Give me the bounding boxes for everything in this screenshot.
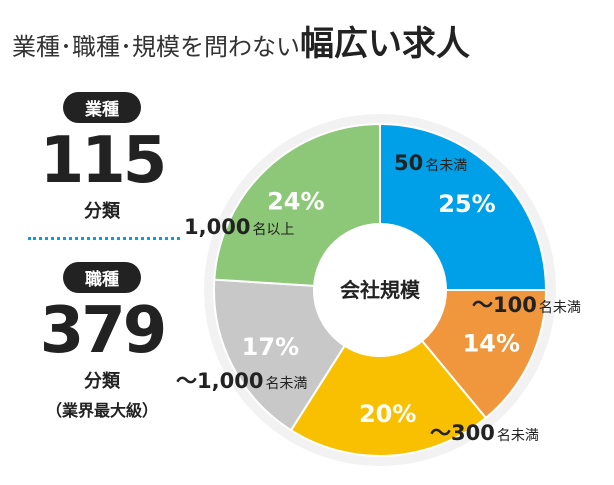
pie-center-label: 会社規模 (340, 278, 421, 302)
page-title: 業種･職種･規模を問わない幅広い求人 (12, 16, 470, 65)
slice-percent-label: 24% (267, 187, 324, 215)
slice-category-label: 1,000 名以上 (184, 215, 294, 239)
slice-percent-label: 14% (463, 329, 520, 357)
slice-percent-label: 25% (438, 190, 495, 218)
slice-category-label: ～1,000 名未満 (176, 369, 307, 393)
title-emphasis: 幅広い求人 (300, 24, 470, 64)
industry-unit: 分類 (84, 201, 120, 222)
industry-pill: 業種 (63, 92, 141, 123)
industry-stat: 業種 115 分類 (22, 92, 182, 223)
occupation-pill: 職種 (63, 262, 141, 293)
industry-count: 115 (39, 124, 168, 198)
pie-center (314, 224, 446, 356)
occupation-unit: 分類 (84, 371, 120, 392)
dotted-divider (28, 237, 180, 240)
occupation-stat: 職種 379 分類 （業界最大級） (22, 262, 182, 421)
slice-category-label: ～300 名未満 (430, 421, 539, 445)
occupation-note: （業界最大級） (45, 401, 158, 420)
title-prefix: 業種･職種･規模を問わない (12, 33, 300, 61)
slice-percent-label: 20% (359, 400, 416, 428)
occupation-count: 379 (39, 294, 168, 368)
slice-category-label: ～100 名未満 (472, 293, 581, 317)
slice-percent-label: 17% (242, 333, 299, 361)
slice-category-label: 50 名未満 (394, 151, 467, 175)
